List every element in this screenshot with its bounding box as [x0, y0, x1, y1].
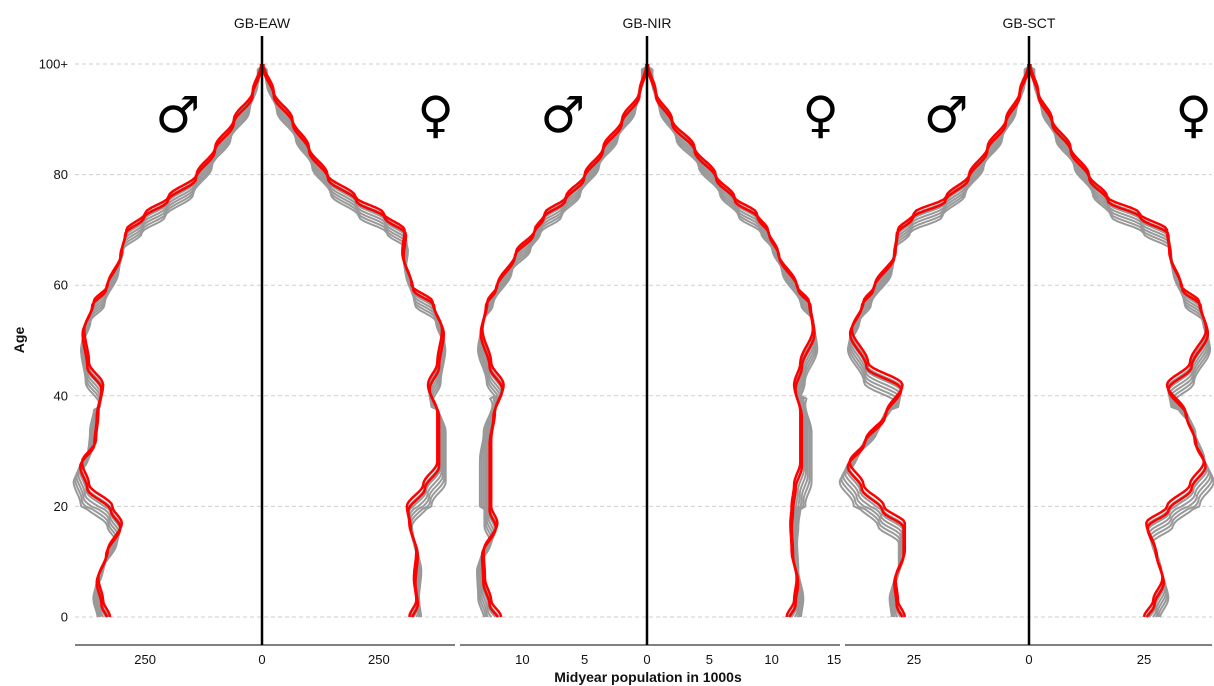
- latest-female-series-line-2: [1029, 64, 1210, 618]
- gridlines: [75, 63, 1212, 618]
- y-tick-label: 0: [61, 610, 68, 625]
- historical-female-series-line: [262, 64, 446, 618]
- historical-female-series-line: [1029, 64, 1214, 618]
- female-symbol: ♀: [417, 86, 454, 144]
- latest-male-series-line-2: [79, 64, 263, 618]
- historical-male-series-line: [842, 64, 1030, 618]
- y-tick-label: 60: [54, 278, 68, 293]
- historical-male-series-line: [847, 64, 1030, 618]
- x-tick-label: 15: [827, 652, 841, 667]
- latest-male-series-line-2: [479, 64, 648, 618]
- latest-female-series-line-2: [262, 64, 446, 618]
- historical-male-series-line: [476, 64, 648, 618]
- x-tick-label: 250: [134, 652, 156, 667]
- historical-male-series-line: [840, 64, 1030, 618]
- pyramid-series: [72, 64, 1214, 618]
- x-tick-label: 250: [368, 652, 390, 667]
- historical-male-series-line: [74, 64, 263, 618]
- x-tick-label: 0: [643, 652, 650, 667]
- historical-male-series-line: [838, 64, 1030, 618]
- x-tick-label: 10: [515, 652, 529, 667]
- latest-male-series-line: [481, 64, 648, 618]
- y-tick-label: 100+: [39, 57, 68, 72]
- y-tick-label: 40: [54, 388, 68, 403]
- female-symbol: ♀: [1175, 86, 1212, 144]
- historical-female-series-line: [262, 64, 446, 618]
- historical-female-series-line: [1029, 64, 1208, 618]
- historical-female-series-line: [647, 64, 815, 618]
- historical-female-series-line: [647, 64, 816, 618]
- historical-male-series-line: [76, 64, 263, 618]
- latest-female-series-line-2: [646, 64, 816, 618]
- historical-male-series-line: [479, 64, 648, 618]
- panel-title: GB-SCT: [1003, 15, 1056, 31]
- historical-female-series-line: [262, 64, 447, 618]
- historical-female-series-line: [262, 64, 445, 618]
- x-tick-label: 0: [258, 652, 265, 667]
- male-symbol: ♂: [155, 86, 200, 144]
- x-tick-label: 5: [706, 652, 713, 667]
- y-axis-title: Age: [11, 327, 27, 354]
- historical-male-series-line: [843, 64, 1030, 618]
- historical-male-series-line: [477, 64, 648, 618]
- historical-female-series-line: [1029, 64, 1210, 618]
- historical-male-series-line: [480, 64, 648, 618]
- x-tick-label: 10: [764, 652, 778, 667]
- historical-male-series-line: [72, 64, 263, 618]
- historical-male-series-line: [79, 64, 263, 618]
- male-symbol: ♂: [540, 86, 585, 144]
- female-symbol: ♀: [802, 86, 839, 144]
- panel-title: GB-EAW: [234, 15, 291, 31]
- latest-male-series-line-2: [846, 64, 1030, 618]
- historical-female-series-line: [1029, 64, 1212, 618]
- x-tick-label: 25: [1137, 652, 1151, 667]
- historical-female-series-line: [1029, 64, 1209, 618]
- latest-female-series-line: [1029, 64, 1208, 618]
- historical-female-series-line: [262, 64, 444, 618]
- historical-male-series-line: [480, 64, 648, 618]
- latest-female-series-line: [262, 64, 444, 618]
- x-tick-label: 0: [1025, 652, 1032, 667]
- x-tick-label: 5: [581, 652, 588, 667]
- historical-male-series-line: [78, 64, 263, 618]
- y-tick-label: 80: [54, 167, 68, 182]
- male-symbol: ♂: [924, 86, 969, 144]
- x-axis-title: Midyear population in 1000s: [554, 669, 742, 685]
- latest-male-series-line: [848, 64, 1030, 618]
- historical-male-series-line: [845, 64, 1030, 618]
- panel-title: GB-NIR: [623, 15, 672, 31]
- latest-female-series-line: [646, 64, 815, 618]
- historical-female-series-line: [1029, 64, 1214, 618]
- historical-male-series-line: [75, 64, 263, 618]
- axes: [75, 36, 1212, 646]
- latest-male-series-line: [80, 64, 263, 618]
- x-tick-label: 25: [907, 652, 921, 667]
- historical-male-series-line: [478, 64, 648, 618]
- y-tick-label: 20: [54, 499, 68, 514]
- historical-female-series-line: [262, 64, 445, 618]
